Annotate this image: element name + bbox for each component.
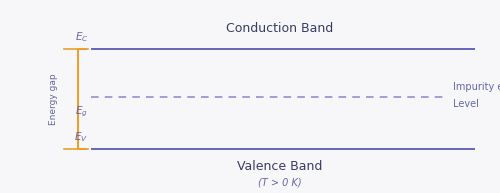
Text: Valence Band: Valence Band (236, 160, 322, 173)
Text: $E_g$: $E_g$ (76, 104, 88, 119)
Text: $E_V$: $E_V$ (74, 130, 88, 144)
Text: Impurity energy: Impurity energy (454, 82, 500, 92)
Text: Level: Level (454, 99, 479, 109)
Text: (T > 0 K): (T > 0 K) (258, 178, 301, 188)
Text: Conduction Band: Conduction Band (226, 22, 333, 35)
Text: $E_C$: $E_C$ (74, 30, 88, 44)
Text: Energy gap: Energy gap (48, 74, 58, 125)
